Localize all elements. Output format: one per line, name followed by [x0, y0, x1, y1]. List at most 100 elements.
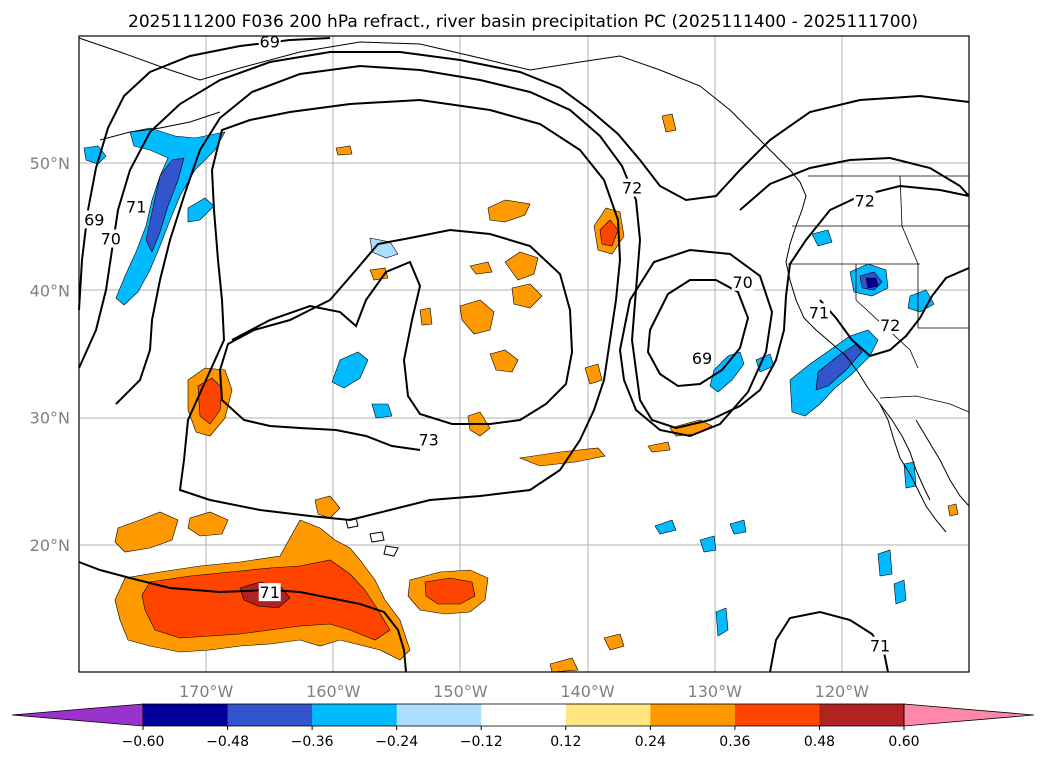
colorbar-tick-label: −0.24: [375, 734, 418, 750]
lon-tick-label: 120°W: [815, 682, 870, 701]
lat-tick-label: 20°N: [30, 536, 70, 555]
colorbar-tick-label: −0.36: [291, 734, 334, 750]
precip-region-small-n: [947, 503, 959, 517]
contour-label: 70: [101, 230, 121, 249]
precip-region-155w: [331, 351, 369, 389]
precip-negative-shading: [83, 127, 935, 637]
contour-69-low: [646, 279, 750, 388]
contour-label: 72: [622, 179, 642, 198]
precip-region-small-i: [549, 657, 579, 673]
coastline-alaska: [78, 37, 801, 183]
precip-region-155w-2: [371, 403, 393, 419]
contour-label: 71: [870, 637, 890, 656]
contour-label-bg: [417, 430, 440, 449]
precip-region-140w-core: [599, 219, 619, 247]
precip-region-125w-south-3: [715, 607, 729, 637]
colorbar-segment: [734, 704, 820, 726]
precip-region-west-mid: [114, 511, 179, 553]
coastline-bc-wa-or: [785, 181, 931, 501]
colorbar-extend-low: [11, 703, 144, 727]
contour-label-bg: [99, 229, 122, 248]
precip-region-115w-south: [877, 549, 893, 577]
colorbar: −0.60 −0.48 −0.36 −0.24 −0.12 0.12 0.24 0.36 0.4…: [11, 703, 1035, 750]
longitude-tick-labels: 170°W 160°W 150°W 140°W 130°W 120°W: [179, 682, 869, 701]
precip-region-125w-south-2: [729, 519, 747, 535]
lon-tick-label: 130°W: [688, 682, 743, 701]
contour-label-bg: [807, 303, 830, 322]
contour-label: 71: [260, 583, 280, 602]
contour-71-tropical: [78, 561, 407, 673]
precip-region-135w: [709, 351, 745, 393]
lon-tick-label: 160°W: [306, 682, 361, 701]
lon-tick-label: 140°W: [560, 682, 615, 701]
precip-region-central-1: [487, 199, 531, 223]
precip-region-central-3: [459, 299, 495, 335]
border-id-nv: [917, 264, 969, 329]
precip-region-coast-ca-core: [815, 343, 863, 391]
refractivity-contours: [78, 37, 970, 673]
colorbar-segment: [227, 704, 313, 726]
precip-region-central-5: [489, 349, 519, 373]
hawaii-island-3: [383, 545, 399, 557]
contour-label: 73: [418, 430, 438, 449]
contour-label: 71: [809, 303, 829, 322]
precip-region-dateline-band: [115, 127, 226, 306]
contour-label-bg: [125, 197, 148, 216]
coastline-aleutians: [99, 111, 221, 141]
contour-label: 70: [733, 273, 753, 292]
colorbar-segment: [819, 704, 905, 726]
precip-region-155w-3: [369, 237, 399, 259]
contour-label: 69: [692, 349, 712, 368]
contour-label-bg: [731, 272, 754, 291]
figure-title: 2025111200 F036 200 hPa refract., river …: [128, 12, 918, 32]
precip-region-oregon: [811, 229, 833, 247]
colorbar-tick-label: 0.36: [719, 734, 750, 750]
precip-region-small-b: [469, 261, 493, 275]
precip-region-small-e: [584, 363, 603, 385]
colorbar-segment: [396, 704, 482, 726]
colorbar-segment: [650, 704, 736, 726]
contour-label: 69: [84, 210, 104, 229]
contour-72-coast: [819, 267, 970, 358]
contour-label: 72: [880, 316, 900, 335]
contour-label: 71: [126, 198, 146, 217]
contour-label-bg: [691, 349, 713, 368]
precip-region-small-j: [661, 113, 677, 133]
colorbar-frame: [142, 703, 905, 727]
colorbar-segment: [481, 704, 567, 726]
precip-region-30n-west-core: [197, 377, 223, 425]
contour-label: 72: [855, 191, 875, 210]
colorbar-segment: [312, 704, 398, 726]
colorbar-segment: [565, 704, 651, 726]
colorbar-tick-label: 0.48: [804, 734, 835, 750]
lat-tick-label: 50°N: [30, 154, 70, 173]
lat-tick-label: 40°N: [30, 281, 70, 300]
colorbar-tick-label: 0.60: [888, 734, 919, 750]
colorbar-tick-label: 0.12: [550, 734, 581, 750]
precip-region-125w-south: [699, 535, 717, 553]
precip-region-115w-south-2: [893, 579, 907, 605]
contour-label-bg: [621, 178, 644, 197]
border-idaho: [899, 175, 919, 265]
contour-label-bg: [879, 316, 902, 335]
colorbar-tick-label: −0.60: [122, 734, 165, 750]
border-us-mexico: [879, 395, 970, 413]
contour-label-bg: [258, 32, 281, 51]
map-frame: [78, 35, 970, 673]
lon-tick-label: 170°W: [179, 682, 234, 701]
latitude-tick-labels: 20°N 30°N 40°N 50°N: [30, 154, 70, 555]
hawaii-island-2: [369, 531, 385, 543]
contour-label-bg: [853, 191, 876, 210]
contour-72-central: [178, 98, 622, 522]
precip-region-idaho: [907, 289, 935, 313]
precip-region-west-mid-2: [187, 511, 229, 537]
lat-tick-label: 30°N: [30, 409, 70, 428]
lon-tick-label: 150°W: [433, 682, 488, 701]
precip-region-hawaii-east-core: [424, 577, 476, 605]
precip-region-central-2: [504, 251, 539, 281]
colorbar-extend-high: [903, 703, 1035, 727]
contour-label-bg: [869, 636, 891, 655]
